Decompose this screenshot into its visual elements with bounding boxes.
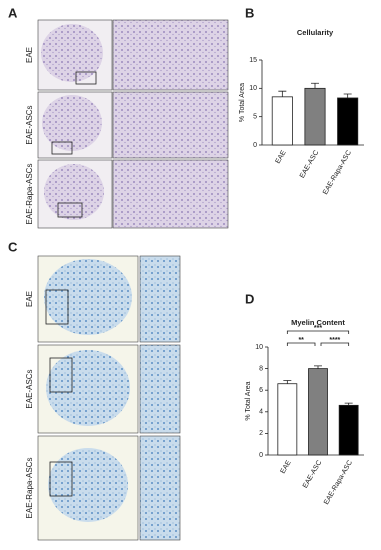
y-tick-label: 10 xyxy=(255,344,263,351)
error-bar xyxy=(283,380,292,384)
row-label: EAE-Rapa-ASCs xyxy=(25,164,34,225)
bar xyxy=(308,368,328,456)
bar xyxy=(277,383,298,456)
chart-title: Cellularity xyxy=(297,28,334,37)
error-bar xyxy=(314,365,322,369)
y-tick-label: 2 xyxy=(259,430,263,437)
error-bar xyxy=(278,90,287,97)
panel-letter: C xyxy=(8,239,18,254)
y-tick-label: 15 xyxy=(249,57,257,64)
row-label: EAE-ASCs xyxy=(25,105,34,144)
y-tick-label: 0 xyxy=(259,452,263,459)
y-axis-label: % Total Area xyxy=(245,381,252,420)
bar xyxy=(337,97,359,146)
micrographs-c xyxy=(37,255,181,541)
row-label: EAE-Rapa-ASCs xyxy=(25,458,34,519)
y-tick-label: 4 xyxy=(259,409,263,416)
bar xyxy=(304,87,326,146)
x-tick-label: EAE-ASC xyxy=(299,149,320,179)
micrographs-a xyxy=(37,19,229,229)
x-tick-label: EAE xyxy=(275,149,288,165)
significance-bracket xyxy=(286,330,350,334)
error-bar xyxy=(311,82,319,89)
y-tick-label: 5 xyxy=(253,114,257,121)
y-tick-label: 8 xyxy=(259,365,263,372)
y-axis-label: % Total Area xyxy=(239,83,246,122)
panel-letter: A xyxy=(8,5,18,20)
x-tick-label: EAE-Rapa-ASC xyxy=(323,459,354,506)
significance-label: *** xyxy=(314,325,322,332)
chart-title: Myelin Content xyxy=(291,318,345,327)
error-bar xyxy=(343,93,352,98)
row-label: EAE xyxy=(25,47,34,63)
y-tick-label: 6 xyxy=(259,387,263,394)
panel-letter: B xyxy=(245,5,254,20)
x-tick-label: EAE-ASC xyxy=(302,459,323,489)
row-label: EAE-ASCs xyxy=(25,369,34,408)
bar xyxy=(338,404,359,456)
row-label: EAE xyxy=(25,291,34,307)
x-tick-label: EAE-Rapa-ASC xyxy=(322,149,353,196)
bar xyxy=(271,96,293,146)
panel-letter: D xyxy=(245,291,254,306)
significance-bracket xyxy=(320,342,350,346)
y-tick-label: 10 xyxy=(249,85,257,92)
error-bar xyxy=(344,402,353,406)
significance-label: **** xyxy=(329,337,340,344)
significance-label: ** xyxy=(298,337,304,344)
x-tick-label: EAE xyxy=(280,459,293,475)
y-tick-label: 0 xyxy=(253,142,257,149)
significance-bracket xyxy=(286,342,316,346)
